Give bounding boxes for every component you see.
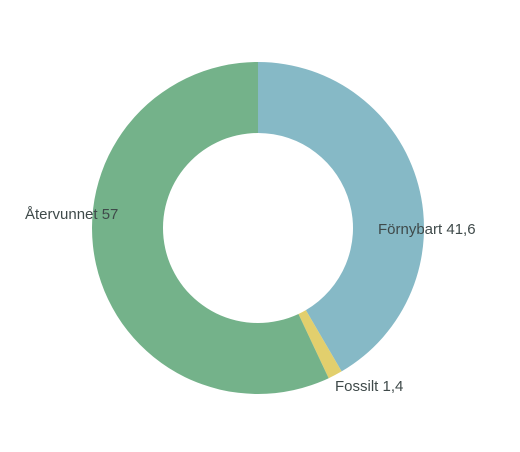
category-name: Återvunnet [25, 206, 98, 223]
category-name: Förnybart [378, 221, 443, 238]
value-label: 57 [102, 206, 119, 223]
value-label: 1,4 [383, 378, 404, 395]
category-name: Fossilt [335, 378, 379, 395]
donut-slice [298, 310, 342, 379]
value-label: 41,6 [446, 221, 475, 238]
data-label: Återvunnet 57 [25, 206, 118, 223]
data-label: Fossilt 1,4 [335, 378, 403, 395]
donut-slice [91, 62, 329, 394]
data-label: Förnybart 41,6 [378, 221, 476, 238]
donut-slice [258, 62, 424, 372]
